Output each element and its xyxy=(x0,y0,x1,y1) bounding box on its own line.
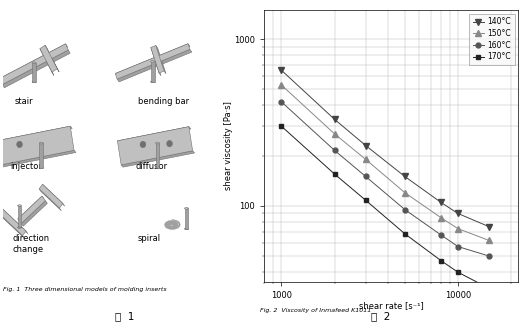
Ellipse shape xyxy=(40,142,43,144)
Polygon shape xyxy=(0,44,68,85)
170°C xyxy=(486,286,492,290)
150°C xyxy=(278,83,284,87)
150°C xyxy=(363,157,369,161)
Polygon shape xyxy=(117,127,191,143)
Circle shape xyxy=(17,141,22,148)
Bar xyxy=(18,206,21,227)
150°C xyxy=(331,132,338,136)
140°C xyxy=(486,225,492,229)
Ellipse shape xyxy=(155,142,159,144)
Polygon shape xyxy=(43,184,65,206)
Polygon shape xyxy=(0,208,26,236)
Circle shape xyxy=(140,141,146,148)
Circle shape xyxy=(167,140,172,147)
Ellipse shape xyxy=(40,167,43,168)
Polygon shape xyxy=(40,45,57,72)
Text: Fig. 2  Viscosity of Inmafeed K1011: Fig. 2 Viscosity of Inmafeed K1011 xyxy=(260,308,372,313)
Text: 图  2: 图 2 xyxy=(370,311,390,321)
140°C xyxy=(363,144,369,147)
Polygon shape xyxy=(115,44,190,76)
140°C xyxy=(402,175,408,179)
Ellipse shape xyxy=(155,167,159,168)
Bar xyxy=(32,63,36,82)
Text: bending bar: bending bar xyxy=(138,97,189,106)
Text: spiral: spiral xyxy=(138,234,161,243)
Polygon shape xyxy=(0,44,68,82)
Polygon shape xyxy=(117,127,193,165)
Line: 170°C: 170°C xyxy=(279,124,491,291)
140°C xyxy=(455,212,461,215)
150°C xyxy=(438,216,444,220)
170°C xyxy=(278,124,284,128)
Polygon shape xyxy=(151,48,161,76)
170°C xyxy=(363,198,369,202)
Polygon shape xyxy=(121,151,194,167)
Text: diffusor: diffusor xyxy=(135,162,168,171)
Polygon shape xyxy=(2,208,28,234)
Polygon shape xyxy=(45,45,59,72)
170°C xyxy=(438,259,444,262)
Ellipse shape xyxy=(184,208,189,209)
Ellipse shape xyxy=(184,228,189,230)
Ellipse shape xyxy=(151,81,155,83)
Ellipse shape xyxy=(151,61,155,62)
160°C xyxy=(278,100,284,104)
Text: stair: stair xyxy=(15,97,33,106)
Text: Fig. 1  Three dimensional models of molding inserts: Fig. 1 Three dimensional models of moldi… xyxy=(3,287,166,292)
160°C xyxy=(438,233,444,237)
Ellipse shape xyxy=(32,81,36,83)
Line: 150°C: 150°C xyxy=(279,82,492,243)
Polygon shape xyxy=(3,50,70,88)
Polygon shape xyxy=(18,196,45,224)
Legend: 140°C, 150°C, 160°C, 170°C: 140°C, 150°C, 160°C, 170°C xyxy=(469,14,515,65)
Polygon shape xyxy=(21,201,47,226)
Polygon shape xyxy=(151,45,164,73)
Polygon shape xyxy=(117,49,192,82)
Ellipse shape xyxy=(18,205,21,206)
170°C xyxy=(455,270,461,274)
160°C xyxy=(331,148,338,152)
Polygon shape xyxy=(40,49,54,75)
Text: 图  1: 图 1 xyxy=(115,311,135,321)
Text: direction
change: direction change xyxy=(13,234,49,254)
Line: 140°C: 140°C xyxy=(279,67,492,229)
Bar xyxy=(40,143,43,168)
150°C xyxy=(402,191,408,195)
170°C xyxy=(402,232,408,236)
Polygon shape xyxy=(0,126,72,144)
Polygon shape xyxy=(115,44,190,79)
Polygon shape xyxy=(0,150,76,168)
140°C xyxy=(438,200,444,204)
Polygon shape xyxy=(39,184,63,208)
Bar xyxy=(184,208,189,229)
160°C xyxy=(455,245,461,249)
Y-axis label: shear viscosity [Pa·s]: shear viscosity [Pa·s] xyxy=(224,101,233,190)
150°C xyxy=(486,238,492,242)
160°C xyxy=(363,175,369,179)
170°C xyxy=(331,172,338,176)
140°C xyxy=(278,68,284,72)
Ellipse shape xyxy=(32,62,36,64)
Polygon shape xyxy=(18,196,44,222)
160°C xyxy=(402,208,408,212)
Bar xyxy=(151,62,155,82)
Polygon shape xyxy=(156,45,166,74)
Text: injector: injector xyxy=(10,162,42,171)
Line: 160°C: 160°C xyxy=(279,99,491,259)
Ellipse shape xyxy=(18,226,21,228)
Polygon shape xyxy=(39,189,61,211)
Bar xyxy=(155,143,159,168)
X-axis label: shear rate [s⁻¹]: shear rate [s⁻¹] xyxy=(359,301,424,310)
Polygon shape xyxy=(0,126,74,166)
140°C xyxy=(331,117,338,121)
150°C xyxy=(455,227,461,231)
160°C xyxy=(486,254,492,258)
Polygon shape xyxy=(0,213,24,238)
